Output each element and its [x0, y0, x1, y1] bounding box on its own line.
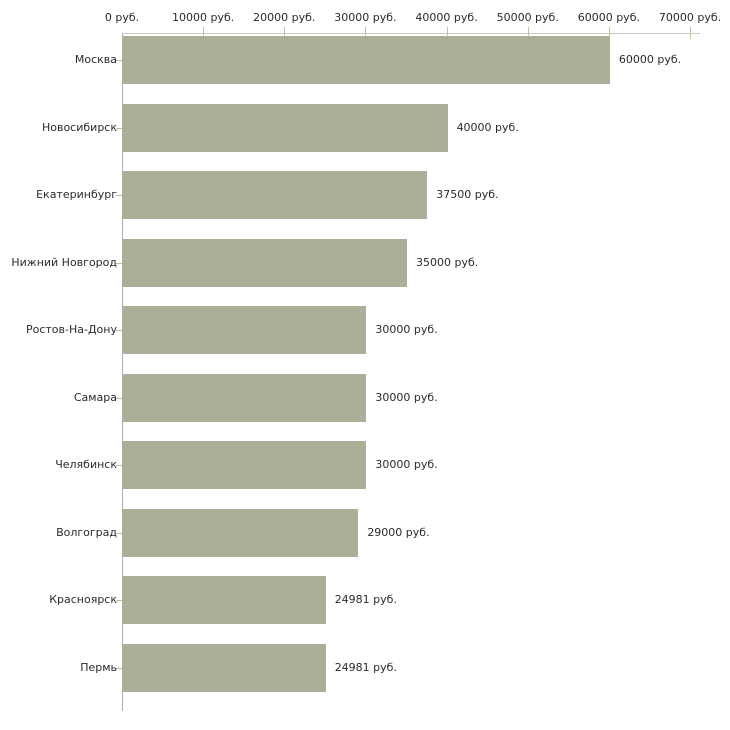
bar-row: Новосибирск 40000 руб. — [0, 101, 730, 168]
bar-row: Красноярск 24981 руб. — [0, 573, 730, 640]
x-axis-tick-label: 0 руб. — [104, 11, 140, 24]
x-axis-tick-mark — [690, 27, 691, 39]
category-label: Ростов-На-Дону — [25, 323, 117, 336]
bar-row: Челябинск 30000 руб. — [0, 438, 730, 505]
value-label: 30000 руб. — [375, 390, 438, 404]
bar — [123, 238, 407, 287]
x-axis-tick-label: 10000 руб. — [172, 11, 235, 24]
category-label: Челябинск — [55, 458, 117, 471]
category-label: Екатеринбург — [36, 188, 117, 201]
x-axis-tick-label: 30000 руб. — [334, 11, 397, 24]
bar — [123, 373, 367, 422]
bar — [123, 643, 326, 692]
value-label: 37500 руб. — [436, 188, 499, 201]
bar-row: Нижний Новгород 35000 руб. — [0, 236, 730, 303]
x-axis-tick-label: 50000 руб. — [496, 11, 559, 24]
value-label: 24981 руб. — [334, 593, 397, 606]
x-axis-tick-label: 60000 руб. — [577, 11, 640, 24]
x-axis-tick-mark — [365, 27, 367, 39]
x-axis-tick-label: 40000 руб. — [415, 11, 478, 24]
bar-row: Пермь 24981 руб. — [0, 641, 730, 708]
value-label: 24981 руб. — [334, 660, 397, 674]
category-tick-mark — [116, 127, 122, 129]
category-tick-mark — [116, 532, 122, 534]
value-label: 30000 руб. — [375, 458, 438, 471]
category-tick-mark — [116, 60, 122, 61]
x-axis-tick-mark — [284, 27, 286, 39]
category-tick-mark — [116, 600, 122, 601]
bar — [123, 576, 326, 624]
bar — [123, 508, 359, 557]
category-tick-mark — [116, 667, 122, 669]
value-label: 30000 руб. — [375, 323, 438, 336]
bar — [123, 171, 428, 219]
category-tick-mark — [116, 465, 122, 466]
category-label: Красноярск — [49, 593, 117, 606]
category-label: Пермь — [80, 660, 117, 674]
bar-row: Москва 60000 руб. — [0, 33, 730, 100]
y-axis-line — [122, 33, 123, 711]
category-label: Новосибирск — [41, 120, 117, 134]
category-label: Москва — [74, 53, 117, 66]
category-label: Волгоград — [56, 525, 117, 539]
x-axis-tick-mark — [203, 27, 205, 39]
x-axis-tick-mark — [608, 27, 610, 39]
value-label: 40000 руб. — [456, 120, 519, 134]
bar — [123, 36, 610, 84]
bar — [123, 441, 367, 489]
category-tick-mark — [116, 330, 122, 331]
bar-row: Самара 30000 руб. — [0, 371, 730, 438]
category-tick-mark — [116, 397, 122, 399]
category-tick-mark — [116, 262, 122, 264]
bar — [123, 103, 448, 152]
value-label: 29000 руб. — [367, 525, 430, 539]
bar-row: Екатеринбург 37500 руб. — [0, 168, 730, 235]
bar-row: Волгоград 29000 руб. — [0, 506, 730, 573]
x-axis-line — [122, 33, 700, 34]
x-axis-tick-mark — [527, 27, 529, 39]
category-label: Самара — [73, 390, 117, 404]
bar — [123, 306, 367, 354]
value-label: 60000 руб. — [618, 53, 682, 66]
x-axis-tick-label: 20000 руб. — [253, 11, 316, 24]
bar-row: Ростов-На-Дону 30000 руб. — [0, 303, 730, 370]
value-label: 35000 руб. — [416, 255, 479, 269]
x-axis-tick-label: 70000 руб. — [658, 11, 722, 24]
x-axis-tick-mark — [446, 27, 448, 39]
category-tick-mark — [116, 195, 122, 196]
category-label: Нижний Новгород — [11, 255, 117, 269]
